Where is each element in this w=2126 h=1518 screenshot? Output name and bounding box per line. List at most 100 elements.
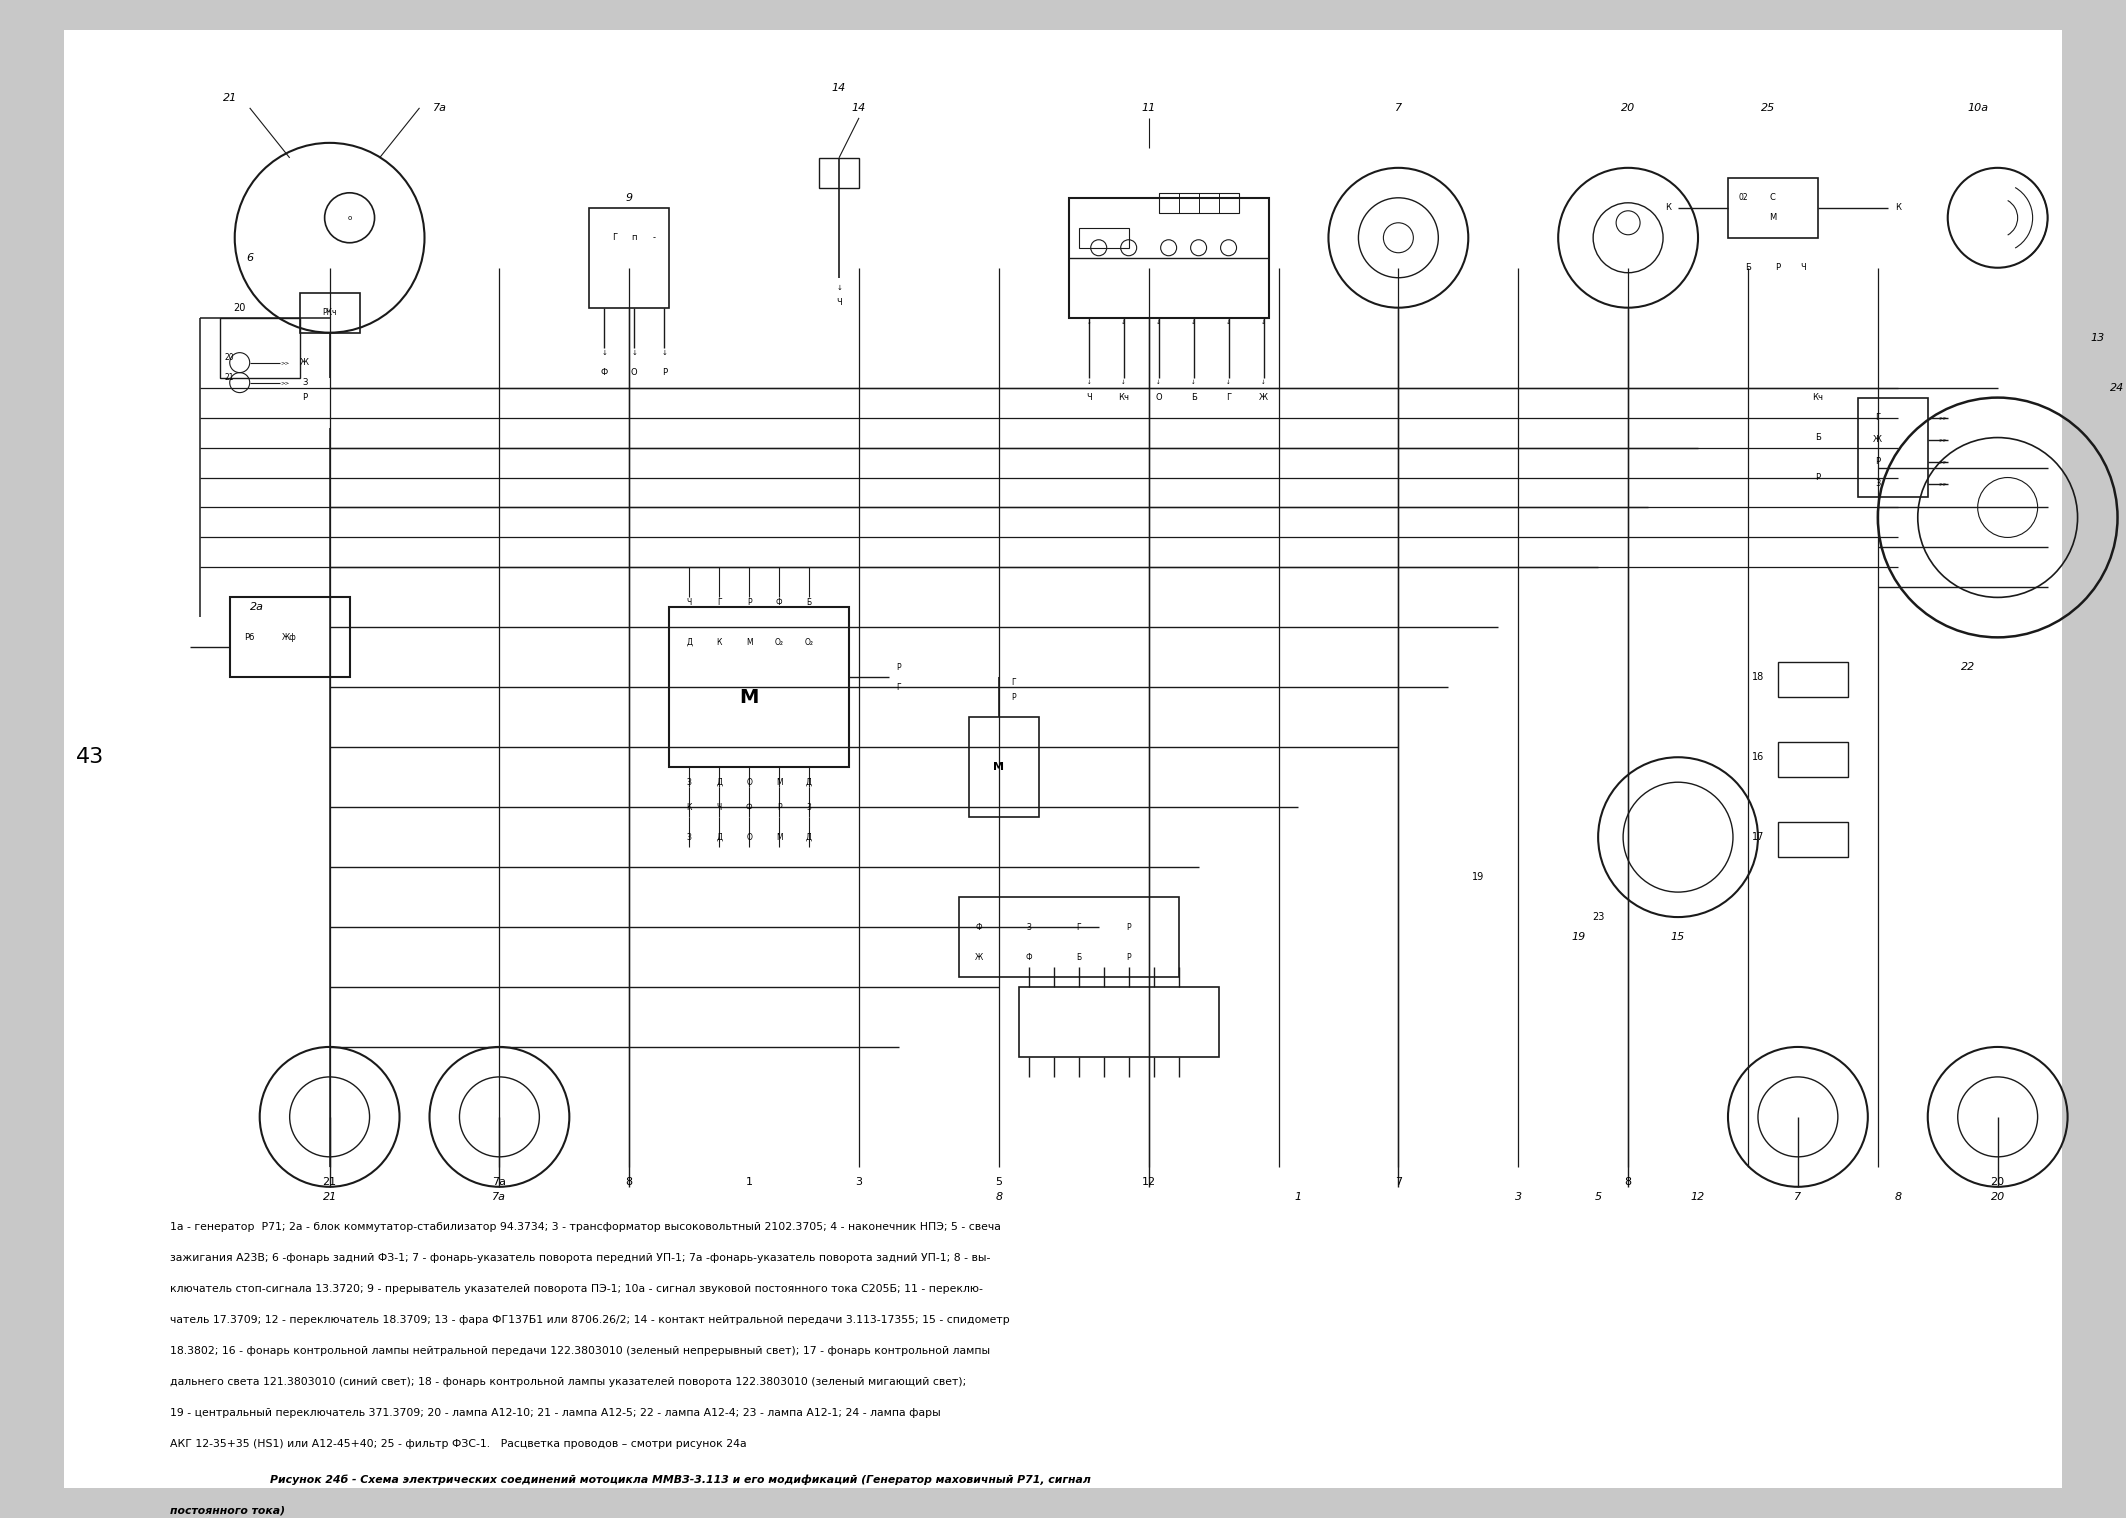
Text: К: К <box>716 638 723 647</box>
Text: 5: 5 <box>1594 1192 1601 1202</box>
Text: О: О <box>631 369 638 376</box>
Text: >>: >> <box>1939 458 1947 465</box>
Text: ↓: ↓ <box>1157 320 1161 325</box>
Text: Кч: Кч <box>1118 393 1129 402</box>
Text: ↓: ↓ <box>1191 320 1197 325</box>
Text: 18: 18 <box>1752 672 1765 682</box>
Text: Ж: Ж <box>974 952 982 961</box>
Text: ключатель стоп-сигнала 13.3720; 9 - прерыватель указателей поворота ПЭ-1; 10а - : ключатель стоп-сигнала 13.3720; 9 - прер… <box>170 1284 982 1293</box>
Text: З: З <box>1027 923 1031 932</box>
Text: З: З <box>687 777 691 786</box>
Bar <box>1018 987 1218 1057</box>
Text: чатель 17.3709; 12 - переключатель 18.3709; 13 - фара ФГ137Б1 или 8706.26/2; 14 : чатель 17.3709; 12 - переключатель 18.37… <box>170 1315 1010 1325</box>
Text: ↓: ↓ <box>602 349 608 355</box>
Text: М: М <box>740 688 759 707</box>
Text: 1: 1 <box>1295 1192 1301 1202</box>
Text: -: - <box>653 234 655 243</box>
Text: Р: Р <box>1775 263 1779 272</box>
Text: Б: Б <box>1745 263 1752 272</box>
Bar <box>670 607 848 767</box>
Text: ↓: ↓ <box>836 285 842 291</box>
Text: РКч: РКч <box>323 308 336 317</box>
Text: Ф: Ф <box>602 369 608 376</box>
Text: Р: Р <box>897 663 901 672</box>
Text: 14: 14 <box>853 103 865 112</box>
Text: ↓: ↓ <box>1261 320 1265 325</box>
Text: О₂: О₂ <box>804 638 814 647</box>
Text: ↓: ↓ <box>1227 320 1231 325</box>
Text: Д: Д <box>716 777 723 786</box>
Bar <box>589 208 670 308</box>
Text: З: З <box>302 378 308 387</box>
Text: 24: 24 <box>2111 383 2124 393</box>
Text: Ч: Ч <box>836 298 842 307</box>
Text: О₂: О₂ <box>774 638 784 647</box>
Text: М: М <box>776 777 782 786</box>
Text: дальнего света 121.3803010 (синий свет); 18 - фонарь контрольной лампы указателе: дальнего света 121.3803010 (синий свет);… <box>170 1377 965 1386</box>
Text: Д: Д <box>806 833 812 841</box>
Text: Д: Д <box>806 777 812 786</box>
Text: Г: Г <box>612 234 617 243</box>
Text: 17: 17 <box>1752 832 1765 842</box>
Text: ↓: ↓ <box>1191 380 1197 386</box>
Text: ↓: ↓ <box>1086 380 1091 386</box>
Text: п: п <box>631 234 638 243</box>
Bar <box>1777 823 1847 858</box>
Text: Рисунок 24б - Схема электрических соединений мотоцикла ММВЗ-3.113 и его модифика: Рисунок 24б - Схема электрических соедин… <box>270 1474 1091 1485</box>
Text: 21: 21 <box>223 93 236 103</box>
Text: Б: Б <box>1191 393 1197 402</box>
Text: 25: 25 <box>1760 103 1775 112</box>
Text: 3: 3 <box>855 1176 863 1187</box>
Text: ↓: ↓ <box>1157 380 1161 386</box>
Text: Ф: Ф <box>976 923 982 932</box>
Text: >>: >> <box>1939 481 1947 486</box>
Text: 7а: 7а <box>493 1192 506 1202</box>
Text: Г: Г <box>1076 923 1080 932</box>
Text: 7: 7 <box>1395 1176 1401 1187</box>
Text: 1а - генератор  Р71; 2а - блок коммутатор-стабилизатор 94.3734; 3 - трансформато: 1а - генератор Р71; 2а - блок коммутатор… <box>170 1222 1001 1231</box>
Text: О: О <box>746 833 753 841</box>
Text: М: М <box>746 638 753 647</box>
Text: >>: >> <box>1939 437 1947 442</box>
Text: Ж: Ж <box>1873 436 1882 445</box>
Text: Р: Р <box>1875 457 1879 466</box>
Text: Р: Р <box>776 803 782 812</box>
Text: 3: 3 <box>1514 1192 1522 1202</box>
Text: Ф: Ф <box>746 803 753 812</box>
Text: Р: Р <box>1127 952 1131 961</box>
Text: Б: Б <box>806 598 812 607</box>
Text: 18.3802; 16 - фонарь контрольной лампы нейтральной передачи 122.3803010 (зеленый: 18.3802; 16 - фонарь контрольной лампы н… <box>170 1345 991 1356</box>
Text: 7а: 7а <box>432 103 446 112</box>
Text: Ч: Ч <box>1801 263 1805 272</box>
Bar <box>969 718 1040 817</box>
Text: Р: Р <box>302 393 308 402</box>
Text: Р: Р <box>1012 692 1016 701</box>
Bar <box>219 317 300 378</box>
Text: О: О <box>1154 393 1163 402</box>
Bar <box>1069 197 1269 317</box>
Text: Д: Д <box>687 638 693 647</box>
Text: Кч: Кч <box>1811 393 1824 402</box>
Text: >>: >> <box>281 380 289 386</box>
Text: 2а: 2а <box>249 603 264 612</box>
Bar <box>1858 398 1928 498</box>
Text: О: О <box>746 777 753 786</box>
Text: постоянного тока): постоянного тока) <box>170 1506 285 1515</box>
Text: Д: Д <box>716 833 723 841</box>
Text: 8: 8 <box>1894 1192 1901 1202</box>
Text: ↓: ↓ <box>1261 380 1265 386</box>
Text: 7: 7 <box>1794 1192 1801 1202</box>
Text: Рб: Рб <box>244 633 255 642</box>
Bar <box>230 598 349 677</box>
Text: С: С <box>1771 193 1775 202</box>
Text: ↓: ↓ <box>1086 320 1091 325</box>
Text: 7: 7 <box>1395 103 1401 112</box>
Text: Жф: Жф <box>283 633 298 642</box>
Text: 6: 6 <box>247 252 253 263</box>
Bar <box>819 158 859 188</box>
Bar <box>300 293 359 332</box>
Text: З: З <box>687 833 691 841</box>
Text: >>: >> <box>1939 414 1947 420</box>
Text: Г: Г <box>1875 413 1879 422</box>
Text: ↓: ↓ <box>1120 380 1127 386</box>
